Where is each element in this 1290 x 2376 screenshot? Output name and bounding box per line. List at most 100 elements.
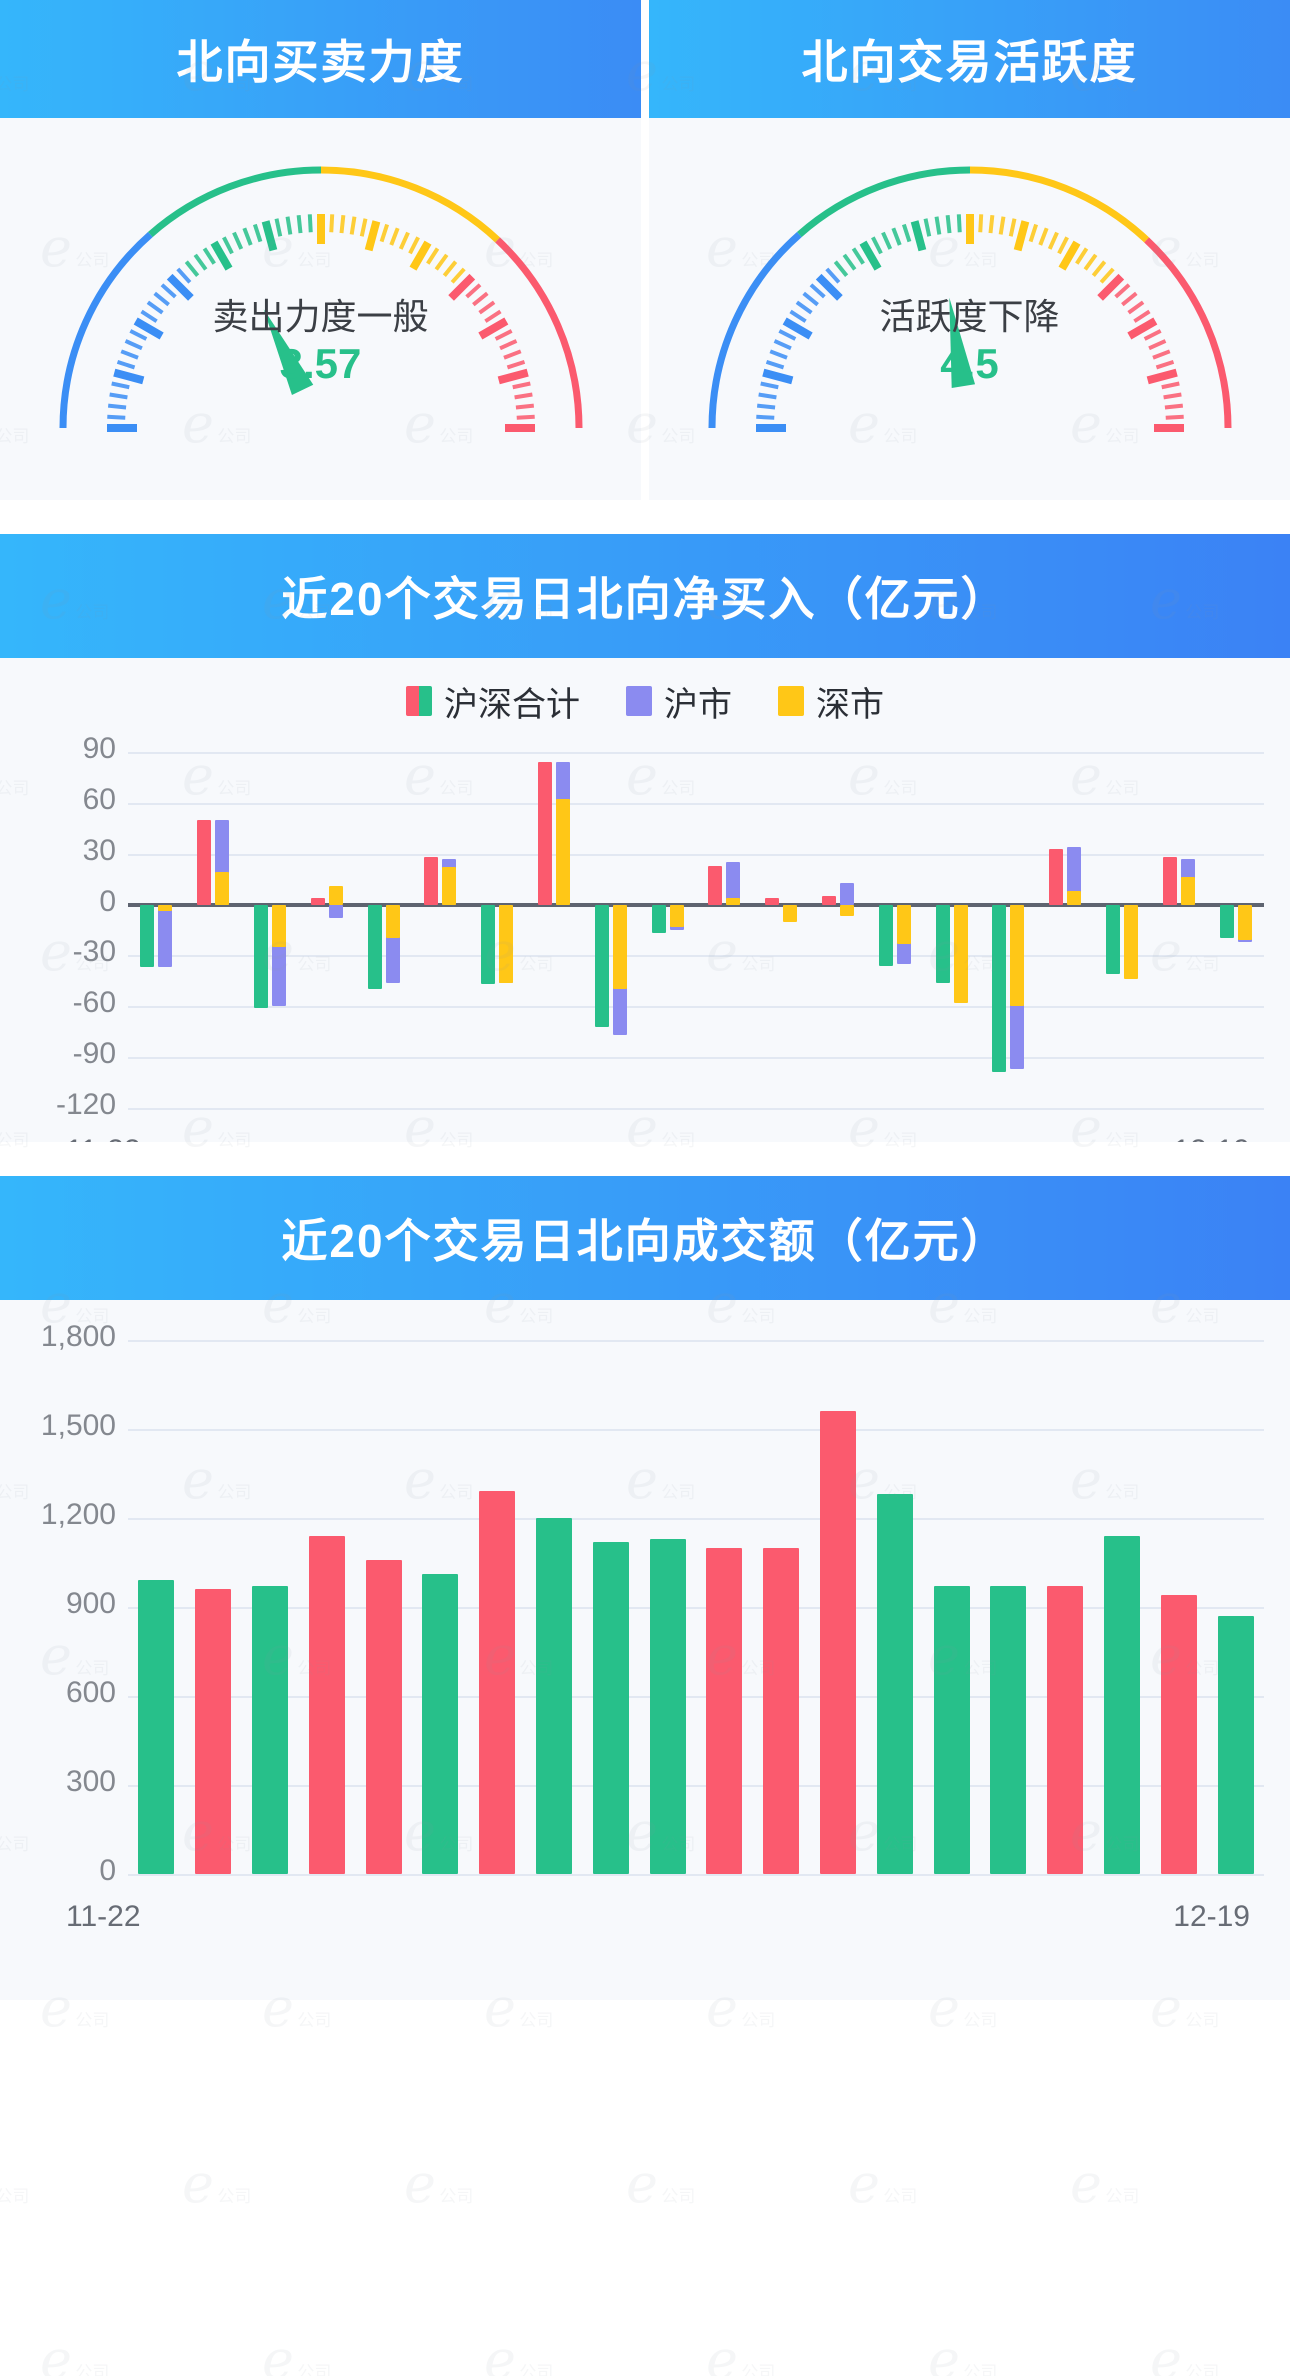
gauge-tick [977, 214, 983, 233]
bar-total [367, 904, 382, 990]
gauge-arc-segment [147, 166, 321, 238]
bar-shanghai [1067, 846, 1082, 905]
gauge-tick [1165, 414, 1184, 420]
gauge-tick [128, 329, 147, 341]
footnote-green: 绿色：当日北向资金净卖出 [420, 1994, 756, 2000]
gauge-tick [379, 223, 389, 243]
x-axis-label-start: 11-22 [66, 1900, 141, 1933]
watermark-mark: e 公司 [928, 2328, 998, 2376]
y-axis-tick-label: 0 [99, 884, 116, 918]
bar-shenzhen [726, 897, 741, 905]
legend-swatch-total-icon [406, 686, 432, 716]
bar-total [708, 865, 723, 905]
x-axis-label-end: 12-19 [1173, 1134, 1250, 1142]
gridline [128, 1785, 1264, 1787]
watermark-mark: e 公司 [484, 2328, 554, 2376]
gauge-tick [1155, 359, 1174, 370]
gauge-tick [945, 214, 952, 234]
gauge-tick [1120, 291, 1138, 307]
panel-turnover: 近20个交易日北向成交额（亿元） 1,800 1,500 1,200 900 600 30… [0, 1176, 1290, 2000]
gauge-value: 3.57 [279, 340, 362, 387]
gauge-arc-segment [494, 237, 582, 429]
watermark-mark: e 公司 [1070, 2152, 1140, 2215]
x-axis-label-start: 11-22 [66, 1134, 141, 1142]
y-axis-tick-label: 300 [65, 1765, 116, 1798]
gauge-tick [1164, 403, 1183, 410]
bar-total [1162, 857, 1177, 905]
gauge-tick [956, 214, 962, 233]
gauge-tick [112, 368, 144, 385]
bar-turnover [479, 1491, 516, 1874]
bar-turnover [1160, 1595, 1197, 1874]
gauge-tick [407, 236, 420, 255]
gauge-tick [494, 329, 513, 341]
bar-total [424, 857, 439, 905]
gauge-tick [241, 227, 253, 246]
gauge-needle-icon [263, 309, 313, 395]
bar-turnover [876, 1494, 913, 1874]
gridline [128, 1429, 1264, 1431]
y-axis-tick-label: -90 [72, 1037, 116, 1071]
legend-swatch-sz-icon [778, 686, 804, 716]
gauge-tick [777, 329, 796, 341]
gauge-tick [1056, 236, 1069, 255]
gauge-tick [880, 231, 892, 250]
gauge-tick [1096, 273, 1124, 301]
bar-total [651, 904, 666, 934]
gauge-tick [795, 300, 813, 315]
gauge-tick [442, 260, 457, 277]
gauge-tick [116, 359, 135, 370]
bar-shenzhen [158, 904, 173, 912]
gauge-tick [998, 216, 1005, 235]
gauge-tick [923, 218, 931, 237]
gauge-tick [1047, 231, 1059, 250]
gauge-tick [1037, 227, 1049, 246]
bar-total [992, 904, 1007, 1073]
gauge-tick [108, 392, 128, 400]
watermark-mark: e 公司 [706, 2328, 776, 2376]
gauge-tick [516, 414, 535, 420]
gauge-tick [1083, 253, 1097, 271]
gauge-tick [773, 339, 792, 351]
bar-shenzhen [612, 904, 627, 990]
panel-title: 近20个交易日北向净买入（亿元） [281, 573, 1009, 625]
gauge-value: 4.5 [940, 340, 999, 387]
bar-turnover [308, 1535, 345, 1874]
gauge-tick [477, 300, 495, 315]
legend-item-sz: 深市 [778, 677, 884, 726]
gauge-arc-segment [1143, 237, 1231, 429]
y-axis-tick-label: -60 [72, 986, 116, 1020]
gauge-tick [757, 392, 777, 400]
bar-total [1106, 904, 1120, 975]
gauge-status-label: 活跃度下降 [879, 296, 1060, 337]
watermark-mark: e 公司 [404, 2152, 474, 2215]
gauge-status-label: 卖出力度一般 [212, 296, 429, 337]
gridline [128, 1006, 1264, 1009]
bar-total [765, 897, 780, 905]
gauge-tick [133, 317, 164, 340]
gauge-tick [184, 260, 199, 277]
gauge-tick [409, 240, 431, 271]
y-axis-tick-label: 1,500 [40, 1409, 116, 1442]
bar-turnover [990, 1586, 1027, 1874]
y-axis-tick-label: 600 [65, 1676, 116, 1709]
gauge-title: 北向交易活跃度 [801, 36, 1138, 88]
gauge-tick [328, 214, 334, 233]
bar-turnover [536, 1518, 572, 1874]
gauge-tick [124, 339, 143, 351]
gauge-tick [307, 214, 313, 233]
gauge-tick [788, 309, 807, 323]
gridline [128, 1518, 1264, 1520]
bar-shenzhen [1067, 891, 1082, 905]
gauge-tick [471, 291, 489, 307]
gauge-tick [1013, 220, 1029, 252]
bar-total [878, 904, 893, 966]
gauge-tick [801, 291, 819, 307]
bar-turnover [1104, 1535, 1140, 1874]
watermark-mark: e 公司 [262, 2328, 332, 2376]
gauge-card-trade-activity: 北向交易活跃度 活跃度下降 4.5 [649, 0, 1290, 500]
bar-shenzhen [499, 904, 514, 983]
gauge-tick [152, 291, 170, 307]
gauge-row: 北向买卖力度 卖出力度一般 3.57 北向交易活跃度 [0, 0, 1290, 500]
watermark-mark: e 公司 [1150, 2328, 1220, 2376]
